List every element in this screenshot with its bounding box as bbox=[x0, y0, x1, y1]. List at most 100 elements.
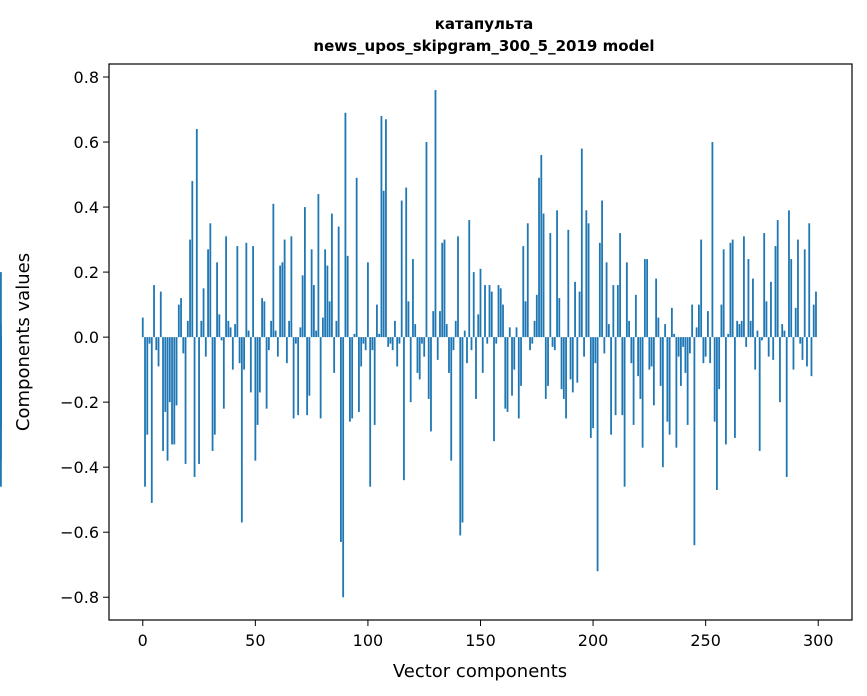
bar bbox=[580, 148, 583, 338]
bar bbox=[349, 337, 351, 422]
bar bbox=[790, 259, 793, 338]
bar bbox=[666, 337, 669, 422]
bar bbox=[637, 337, 640, 377]
bar bbox=[452, 337, 455, 351]
bar bbox=[657, 317, 660, 338]
bar bbox=[614, 337, 617, 416]
x-tick-label: 250 bbox=[690, 631, 721, 650]
x-tick-label: 0 bbox=[138, 631, 148, 650]
bar bbox=[175, 337, 178, 406]
bar bbox=[448, 337, 450, 373]
bar bbox=[765, 301, 768, 338]
bar bbox=[310, 249, 313, 338]
bar bbox=[391, 337, 394, 351]
y-tick-label: −0.4 bbox=[60, 458, 99, 477]
bar bbox=[695, 327, 698, 338]
bar bbox=[594, 337, 597, 364]
bar bbox=[788, 210, 790, 338]
bar bbox=[756, 330, 759, 338]
bar bbox=[702, 337, 705, 364]
bar bbox=[596, 337, 599, 572]
bar bbox=[270, 320, 273, 338]
bar bbox=[490, 291, 493, 338]
bar bbox=[414, 324, 417, 338]
bar bbox=[459, 337, 462, 536]
bar bbox=[292, 337, 295, 419]
chart-subtitle: news_upos_skipgram_300_5_2019 model bbox=[313, 37, 654, 55]
bar bbox=[682, 337, 685, 347]
bar bbox=[358, 337, 360, 412]
bar bbox=[506, 337, 509, 412]
bar bbox=[301, 275, 304, 338]
bar bbox=[686, 337, 689, 425]
bar bbox=[713, 337, 716, 422]
bar bbox=[567, 229, 570, 338]
bar bbox=[256, 337, 259, 425]
bar bbox=[171, 337, 173, 445]
bar bbox=[799, 337, 802, 344]
bar bbox=[211, 337, 214, 451]
bar bbox=[585, 210, 588, 338]
bar bbox=[544, 337, 547, 399]
bar bbox=[549, 233, 552, 338]
bar bbox=[276, 337, 279, 357]
bar bbox=[202, 288, 205, 338]
bar bbox=[195, 129, 198, 338]
y-axis-label: Components values bbox=[13, 253, 34, 431]
bar bbox=[315, 330, 318, 338]
bar bbox=[148, 337, 151, 344]
bar bbox=[556, 210, 558, 338]
bar bbox=[688, 337, 691, 354]
bar bbox=[376, 304, 378, 338]
bar bbox=[499, 288, 502, 338]
bar bbox=[299, 327, 302, 338]
bar bbox=[738, 324, 741, 338]
bar bbox=[425, 142, 428, 338]
bar bbox=[463, 330, 466, 338]
bar bbox=[583, 337, 585, 357]
bar bbox=[216, 262, 218, 338]
bar bbox=[785, 337, 788, 477]
bar bbox=[324, 249, 327, 338]
bar bbox=[621, 337, 624, 416]
bar bbox=[144, 337, 146, 487]
bar bbox=[403, 337, 405, 481]
bar bbox=[243, 337, 245, 370]
bar bbox=[722, 249, 725, 338]
bar bbox=[331, 213, 333, 338]
bar bbox=[466, 337, 468, 364]
bar bbox=[247, 330, 250, 338]
bar bbox=[675, 337, 678, 448]
bar bbox=[396, 337, 399, 367]
bar bbox=[245, 242, 248, 338]
bar bbox=[677, 337, 680, 357]
bar bbox=[258, 337, 261, 393]
bar bbox=[439, 311, 441, 338]
bar bbox=[342, 337, 345, 598]
bar bbox=[164, 337, 167, 412]
bar bbox=[389, 337, 392, 344]
bar bbox=[405, 187, 408, 338]
bar bbox=[812, 304, 815, 338]
bar bbox=[779, 337, 781, 403]
bar bbox=[542, 213, 545, 338]
bar bbox=[371, 337, 374, 351]
bar bbox=[180, 298, 182, 338]
bar bbox=[454, 320, 457, 338]
x-axis-ticks: 0 50 100 150 200 250 300 bbox=[138, 620, 834, 650]
y-tick-label: 0.2 bbox=[74, 263, 99, 282]
y-axis-ticks: −0.8 −0.6 −0.4 −0.2 0.0 0.2 0.4 0.6 0.8 bbox=[60, 68, 109, 607]
bar bbox=[423, 337, 426, 357]
bar bbox=[725, 337, 727, 445]
bar bbox=[684, 337, 687, 373]
bar bbox=[0, 337, 2, 487]
y-tick-label: −0.6 bbox=[60, 523, 99, 542]
bar bbox=[511, 337, 513, 396]
bar bbox=[150, 337, 153, 503]
bar bbox=[634, 294, 637, 338]
bars-group bbox=[0, 90, 817, 598]
bar bbox=[565, 337, 567, 419]
bar bbox=[303, 207, 306, 338]
bar bbox=[182, 337, 185, 354]
